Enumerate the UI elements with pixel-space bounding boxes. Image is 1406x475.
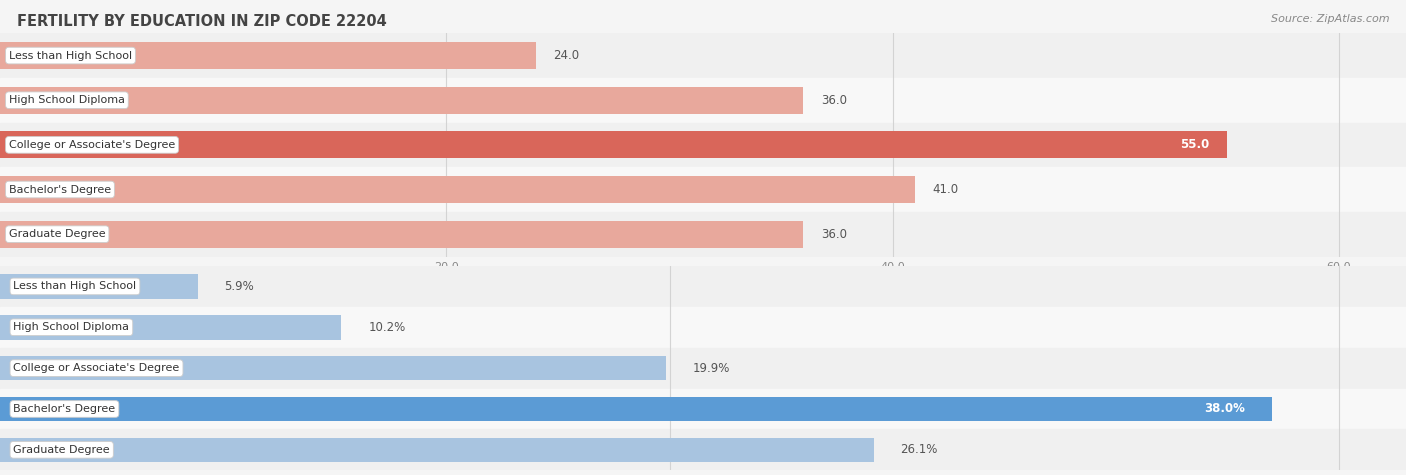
Bar (0, 356, 666, 380)
Bar (0, 132, 1227, 158)
Bar (0, 212, 1406, 256)
Bar (0, 348, 1406, 389)
Text: 55.0: 55.0 (1181, 138, 1209, 152)
Text: Bachelor's Degree: Bachelor's Degree (8, 184, 111, 195)
Text: Graduate Degree: Graduate Degree (8, 229, 105, 239)
Bar (0, 33, 1406, 78)
Text: 38.0%: 38.0% (1205, 402, 1246, 416)
Bar (0, 315, 342, 340)
Bar (0, 42, 536, 69)
Bar (0, 307, 1406, 348)
Text: College or Associate's Degree: College or Associate's Degree (8, 140, 176, 150)
Text: High School Diploma: High School Diploma (14, 322, 129, 332)
Text: Bachelor's Degree: Bachelor's Degree (14, 404, 115, 414)
Text: 36.0: 36.0 (821, 94, 848, 107)
Text: 36.0: 36.0 (821, 228, 848, 241)
Bar (0, 429, 1406, 470)
Text: High School Diploma: High School Diploma (8, 95, 125, 105)
Text: Less than High School: Less than High School (8, 50, 132, 61)
Text: Graduate Degree: Graduate Degree (14, 445, 110, 455)
Bar (0, 266, 1406, 307)
Bar (0, 437, 873, 462)
Text: 10.2%: 10.2% (368, 321, 405, 334)
Text: Source: ZipAtlas.com: Source: ZipAtlas.com (1271, 14, 1389, 24)
Text: 41.0: 41.0 (932, 183, 959, 196)
Bar (0, 123, 1406, 167)
Text: 19.9%: 19.9% (693, 361, 730, 375)
Bar (0, 397, 1272, 421)
Text: FERTILITY BY EDUCATION IN ZIP CODE 22204: FERTILITY BY EDUCATION IN ZIP CODE 22204 (17, 14, 387, 29)
Bar (0, 221, 803, 247)
Bar (0, 274, 197, 299)
Text: 26.1%: 26.1% (900, 443, 938, 456)
Text: College or Associate's Degree: College or Associate's Degree (14, 363, 180, 373)
Text: 5.9%: 5.9% (225, 280, 254, 293)
Bar (0, 167, 1406, 212)
Bar (0, 389, 1406, 429)
Text: Less than High School: Less than High School (14, 281, 136, 292)
Bar (0, 176, 915, 203)
Bar (0, 78, 1406, 123)
Bar (0, 87, 803, 114)
Text: 24.0: 24.0 (554, 49, 579, 62)
